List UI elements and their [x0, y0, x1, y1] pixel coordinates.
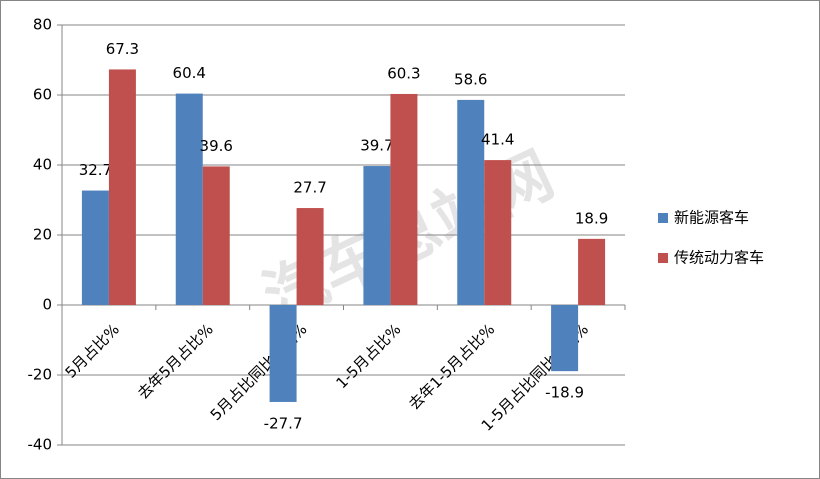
bar — [269, 305, 297, 402]
value-label: 39.7 — [360, 137, 393, 155]
bar — [108, 69, 136, 305]
y-tick-label: 40 — [33, 156, 52, 174]
legend-label: 传统动力客车 — [674, 249, 764, 267]
y-tick-label: -20 — [28, 366, 53, 384]
value-label: 32.7 — [79, 161, 112, 179]
bar — [81, 190, 109, 305]
bar — [484, 160, 512, 305]
bar — [390, 93, 418, 305]
value-label: 27.7 — [293, 179, 326, 197]
value-label: 41.4 — [481, 131, 514, 149]
y-tick-label: 20 — [33, 226, 52, 244]
value-label: 39.6 — [200, 137, 233, 155]
value-label: -27.7 — [264, 414, 303, 432]
bar — [175, 93, 203, 305]
value-label: 58.6 — [454, 70, 487, 88]
bar — [551, 305, 579, 372]
y-tick-label: -40 — [28, 436, 53, 454]
value-label: 67.3 — [106, 40, 139, 58]
legend-swatch — [658, 253, 668, 263]
bar — [296, 208, 324, 305]
bar — [457, 99, 485, 306]
value-label: 18.9 — [575, 209, 608, 227]
y-tick-label: 60 — [33, 86, 52, 104]
value-label: -18.9 — [545, 384, 584, 402]
legend-label: 新能源客车 — [674, 209, 749, 227]
bar — [578, 238, 606, 305]
y-tick-label: 0 — [42, 296, 52, 314]
value-label: 60.3 — [387, 64, 420, 82]
legend-swatch — [658, 213, 668, 223]
bar — [202, 166, 230, 305]
y-tick-label: 80 — [33, 16, 52, 34]
bar — [363, 166, 391, 305]
value-label: 60.4 — [173, 64, 206, 82]
